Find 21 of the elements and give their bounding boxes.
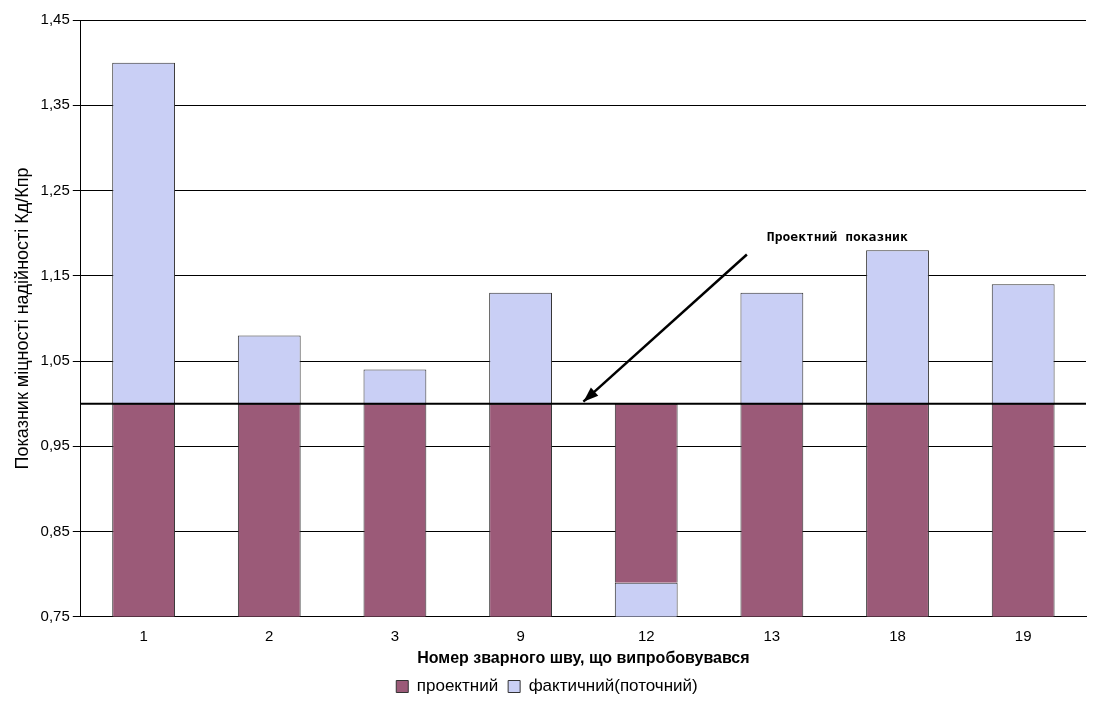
legend-label: фактичний(поточний) bbox=[528, 676, 698, 696]
annotation: Проектний показник bbox=[766, 228, 908, 244]
x-tick-label: 18 bbox=[889, 626, 906, 644]
y-tick-label: 0,95 bbox=[40, 436, 70, 454]
x-tick-label: 1 bbox=[139, 626, 148, 644]
y-tick-label: 0,85 bbox=[40, 521, 70, 539]
y-tick-label: 1,35 bbox=[40, 95, 70, 113]
x-tick-label: 12 bbox=[637, 626, 655, 644]
x-tick-label: 13 bbox=[763, 626, 781, 644]
y-tick-label: 1,25 bbox=[40, 180, 70, 198]
y-tick-label: 1,45 bbox=[40, 10, 70, 28]
y-tick-label: 1,15 bbox=[40, 265, 70, 283]
y-tick-label: 1,05 bbox=[40, 351, 70, 369]
x-tick-label: 2 bbox=[265, 626, 274, 644]
y-tick-label: 0,75 bbox=[40, 606, 70, 624]
x-tick-label: 9 bbox=[516, 626, 525, 644]
x-tick-label: 3 bbox=[390, 626, 400, 644]
x-tick-label: 19 bbox=[1014, 626, 1032, 644]
y-axis-title: Показник міцності надійності Кд/Кпр bbox=[11, 167, 32, 470]
x-axis-title: Номер зварного шву, що випробовувався bbox=[417, 648, 750, 666]
legend-label: проектний bbox=[416, 676, 499, 696]
